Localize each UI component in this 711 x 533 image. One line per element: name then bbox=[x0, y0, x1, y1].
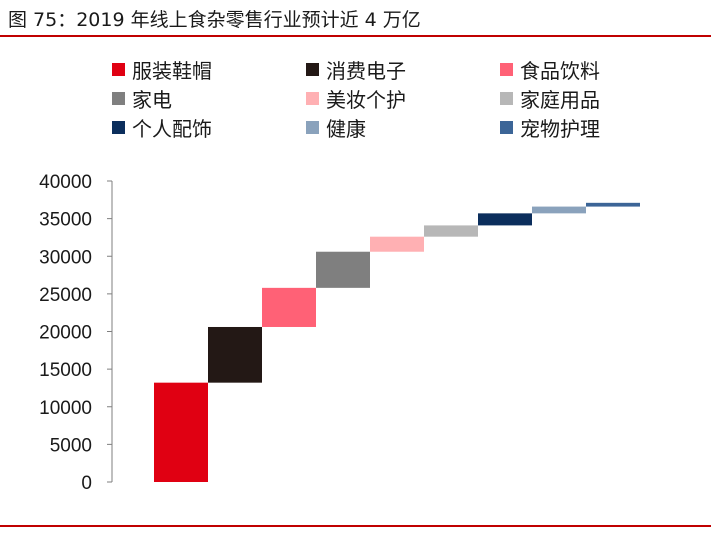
legend-swatch bbox=[306, 91, 319, 105]
waterfall-bar-2 bbox=[208, 326, 262, 383]
legend-item: 食品饮料 bbox=[500, 56, 600, 83]
y-tick-label: 35000 bbox=[39, 210, 92, 231]
waterfall-bar-7 bbox=[478, 213, 532, 226]
legend-swatch bbox=[500, 91, 513, 105]
legend-swatch bbox=[306, 62, 319, 76]
legend-label: 美妆个护 bbox=[326, 87, 406, 112]
y-tick-label: 30000 bbox=[39, 247, 92, 268]
legend-item: 消费电子 bbox=[306, 56, 406, 83]
legend-item: 家庭用品 bbox=[500, 85, 600, 112]
waterfall-bar-5 bbox=[370, 236, 424, 252]
legend-label: 个人配饰 bbox=[132, 116, 212, 141]
legend-swatch bbox=[112, 91, 125, 105]
title-divider bbox=[0, 35, 711, 37]
waterfall-bar-3 bbox=[262, 287, 316, 327]
figure-title-bar: 图 75：2019 年线上食杂零售行业预计近 4 万亿 bbox=[0, 0, 711, 37]
legend-swatch bbox=[112, 120, 125, 134]
y-tick-label: 25000 bbox=[39, 285, 92, 306]
waterfall-bar-6 bbox=[424, 225, 478, 237]
legend-swatch bbox=[500, 120, 513, 134]
bottom-divider bbox=[0, 525, 711, 527]
waterfall-bar-1 bbox=[154, 382, 208, 482]
legend-label: 消费电子 bbox=[326, 58, 406, 83]
legend-item: 家电 bbox=[112, 85, 172, 112]
waterfall-bar-9 bbox=[586, 202, 640, 207]
legend-label: 家庭用品 bbox=[520, 87, 600, 112]
legend-swatch bbox=[306, 120, 319, 134]
y-tick-label: 5000 bbox=[50, 435, 92, 456]
waterfall-bar-8 bbox=[532, 206, 586, 214]
legend-label: 家电 bbox=[132, 87, 172, 112]
figure-title: 图 75：2019 年线上食杂零售行业预计近 4 万亿 bbox=[8, 9, 421, 31]
y-tick-label: 20000 bbox=[39, 323, 92, 344]
legend-item: 服装鞋帽 bbox=[112, 56, 212, 83]
legend-label: 宠物护理 bbox=[520, 116, 600, 141]
legend-item: 个人配饰 bbox=[112, 114, 212, 141]
legend-label: 食品饮料 bbox=[520, 58, 600, 83]
legend-label: 健康 bbox=[326, 116, 366, 141]
waterfall-bar-4 bbox=[316, 251, 370, 288]
legend-swatch bbox=[112, 62, 125, 76]
legend-swatch bbox=[500, 62, 513, 76]
y-tick-label: 40000 bbox=[39, 172, 92, 193]
legend-item: 健康 bbox=[306, 114, 366, 141]
y-tick-label: 10000 bbox=[39, 398, 92, 419]
legend-label: 服装鞋帽 bbox=[132, 58, 212, 83]
legend-item: 宠物护理 bbox=[500, 114, 600, 141]
legend-item: 美妆个护 bbox=[306, 85, 406, 112]
y-tick-label: 0 bbox=[81, 473, 92, 494]
y-tick-label: 15000 bbox=[39, 360, 92, 381]
